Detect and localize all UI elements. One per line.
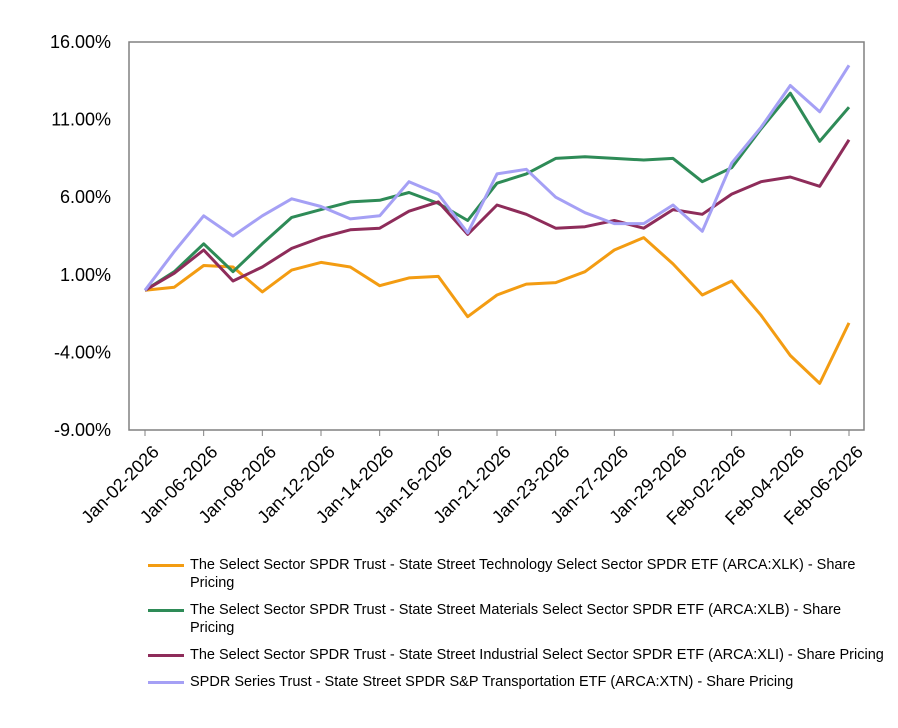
legend-swatch-xlk (148, 564, 184, 567)
plot-area (128, 41, 865, 431)
y-tick-label: -9.00% (54, 420, 111, 440)
legend-swatch-xtn (148, 681, 184, 684)
series-line-xtn (143, 64, 851, 292)
legend-swatch-xli (148, 654, 184, 657)
legend-item-xli: The Select Sector SPDR Trust - State Str… (148, 646, 888, 664)
legend-item-xlb: The Select Sector SPDR Trust - State Str… (148, 601, 888, 637)
legend: The Select Sector SPDR Trust - State Str… (148, 556, 888, 700)
line-chart: -9.00%-4.00%1.00%6.00%11.00%16.00% Jan-0… (50, 32, 867, 529)
y-tick-label: 11.00% (51, 110, 111, 130)
legend-label-xlb: The Select Sector SPDR Trust - State Str… (190, 602, 842, 636)
legend-label-xlk: The Select Sector SPDR Trust - State Str… (190, 557, 856, 591)
y-tick-label: 1.00% (60, 265, 111, 285)
y-tick-label: -4.00% (54, 342, 111, 362)
y-tick-label: 16.00% (50, 32, 111, 52)
series-line-xlk (144, 236, 851, 385)
legend-label-xtn: SPDR Series Trust - State Street SPDR S&… (190, 674, 794, 690)
series-line-xlb (144, 91, 851, 292)
legend-item-xtn: SPDR Series Trust - State Street SPDR S&… (148, 673, 888, 691)
legend-item-xlk: The Select Sector SPDR Trust - State Str… (148, 556, 888, 592)
series-line-xli (144, 139, 851, 292)
y-tick-label: 6.00% (60, 187, 111, 207)
legend-label-xli: The Select Sector SPDR Trust - State Str… (190, 647, 884, 663)
legend-swatch-xlb (148, 609, 184, 612)
